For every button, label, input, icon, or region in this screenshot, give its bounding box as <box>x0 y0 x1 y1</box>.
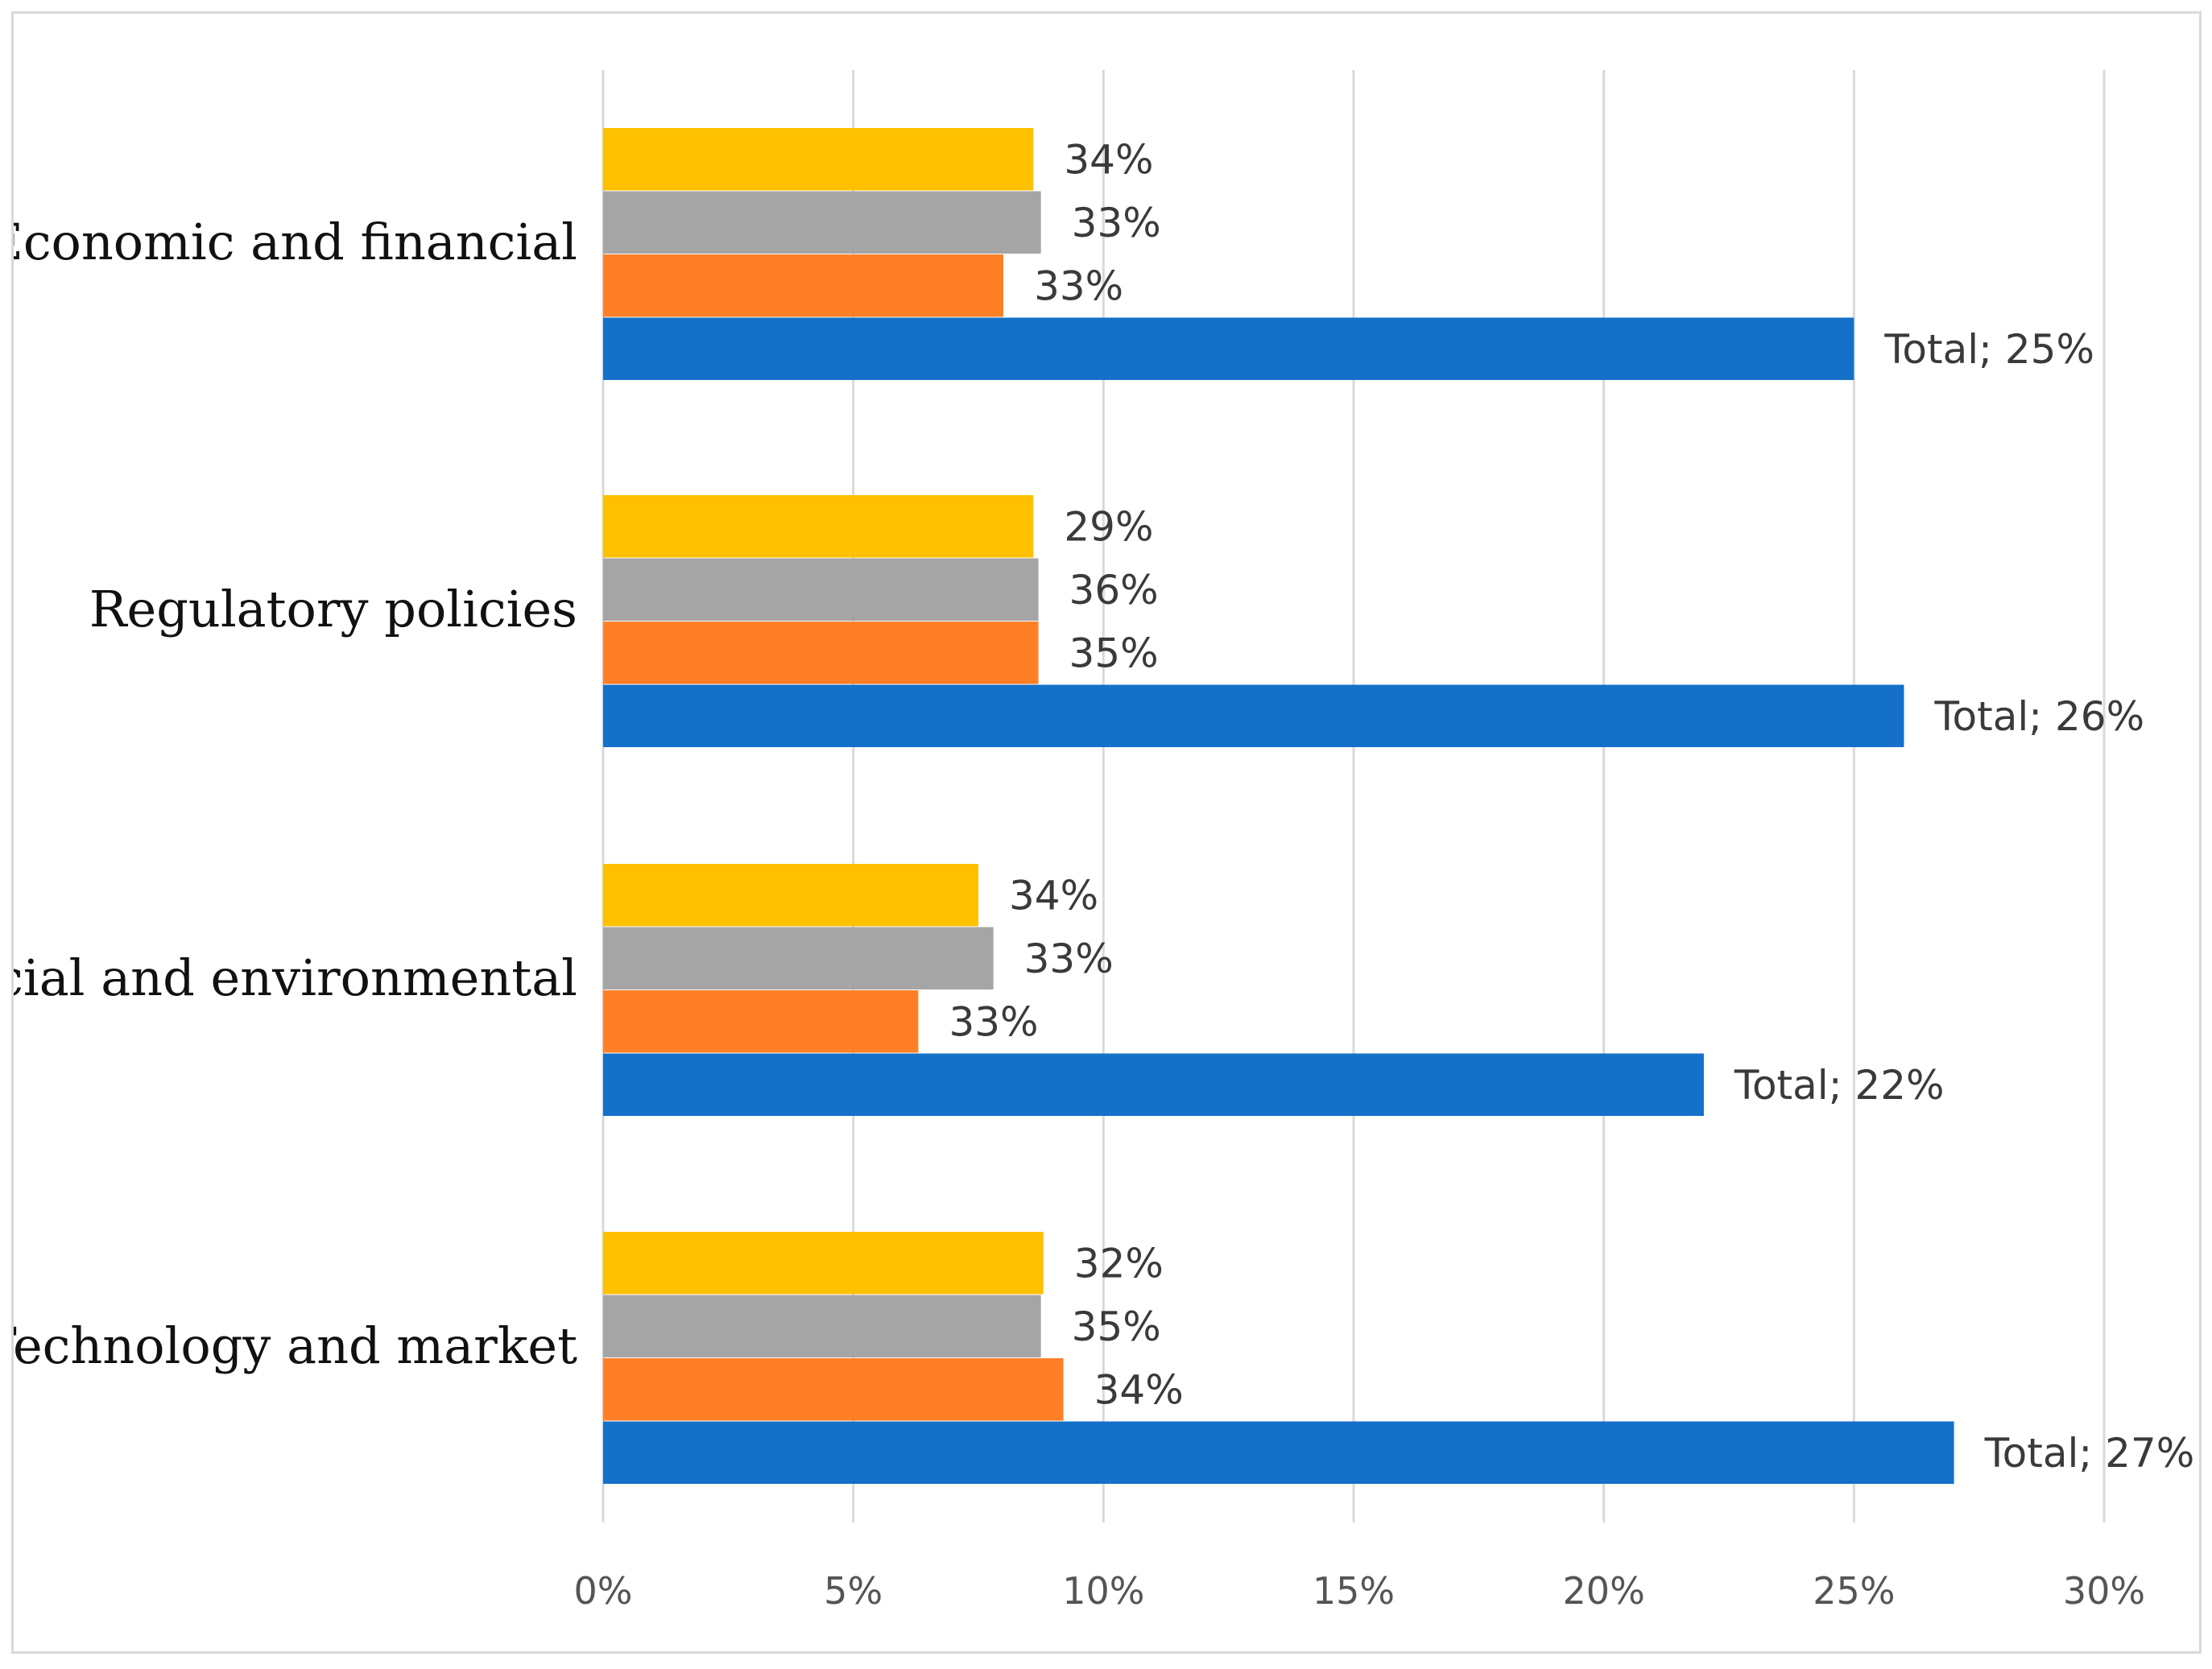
bar <box>603 128 1034 191</box>
chart-frame: 34% 33% 33% Total; 25% 29% 36% 35% Total; 26% 34… <box>11 11 2202 1654</box>
bar <box>603 558 1039 621</box>
x-tick-label: 0% <box>574 1569 633 1613</box>
bar <box>603 254 1004 317</box>
data-label: 35% <box>1072 1303 1161 1350</box>
data-label: Total; 26% <box>1933 693 2144 740</box>
data-label: 33% <box>1034 262 1123 309</box>
category-labels: Economic and financial Regulatory policie… <box>14 213 577 1375</box>
bar <box>603 495 1034 558</box>
bar <box>603 990 919 1053</box>
bar <box>603 317 1854 380</box>
x-tick-label: 25% <box>1813 1569 1895 1613</box>
category-label: Technology and market <box>14 1316 577 1375</box>
category-label: Regulatory policies <box>89 580 577 638</box>
bar <box>603 684 1904 747</box>
x-axis-ticks: 0% 5% 10% 15% 20% 25% 30% <box>574 1569 2146 1613</box>
data-labels: 34% 33% 33% Total; 25% 29% 36% 35% Total; 26% 34… <box>949 136 2194 1477</box>
data-label: 34% <box>1064 136 1153 183</box>
x-tick-label: 15% <box>1313 1569 1395 1613</box>
data-label: Total; 25% <box>1883 326 2094 373</box>
category-label: Social and environmental <box>14 948 577 1007</box>
bar <box>603 191 1041 254</box>
bar <box>603 864 978 927</box>
x-tick-label: 30% <box>2063 1569 2145 1613</box>
x-tick-label: 10% <box>1062 1569 1144 1613</box>
bar <box>603 1295 1041 1357</box>
data-label: 33% <box>1024 936 1114 982</box>
bar <box>603 927 994 989</box>
bar <box>603 1358 1064 1421</box>
data-label: 29% <box>1064 503 1153 550</box>
x-tick-label: 5% <box>824 1569 883 1613</box>
x-tick-label: 20% <box>1563 1569 1645 1613</box>
data-label: 36% <box>1069 567 1159 613</box>
category-label: Economic and financial <box>14 213 577 271</box>
data-label: Total; 27% <box>1984 1430 2195 1477</box>
data-label: 32% <box>1074 1240 1164 1287</box>
bar <box>603 622 1039 684</box>
bar <box>603 1421 1954 1484</box>
data-label: 33% <box>1072 200 1161 246</box>
data-label: 34% <box>1009 872 1098 919</box>
data-label: 34% <box>1094 1366 1184 1413</box>
data-label: Total; 22% <box>1734 1062 1945 1109</box>
data-label: 35% <box>1069 630 1159 676</box>
bar <box>603 1053 1704 1116</box>
data-label: 33% <box>949 998 1038 1045</box>
bar-chart: 34% 33% 33% Total; 25% 29% 36% 35% Total; 26% 34… <box>14 70 2194 1613</box>
bars <box>603 128 1954 1484</box>
bar <box>603 1232 1044 1295</box>
